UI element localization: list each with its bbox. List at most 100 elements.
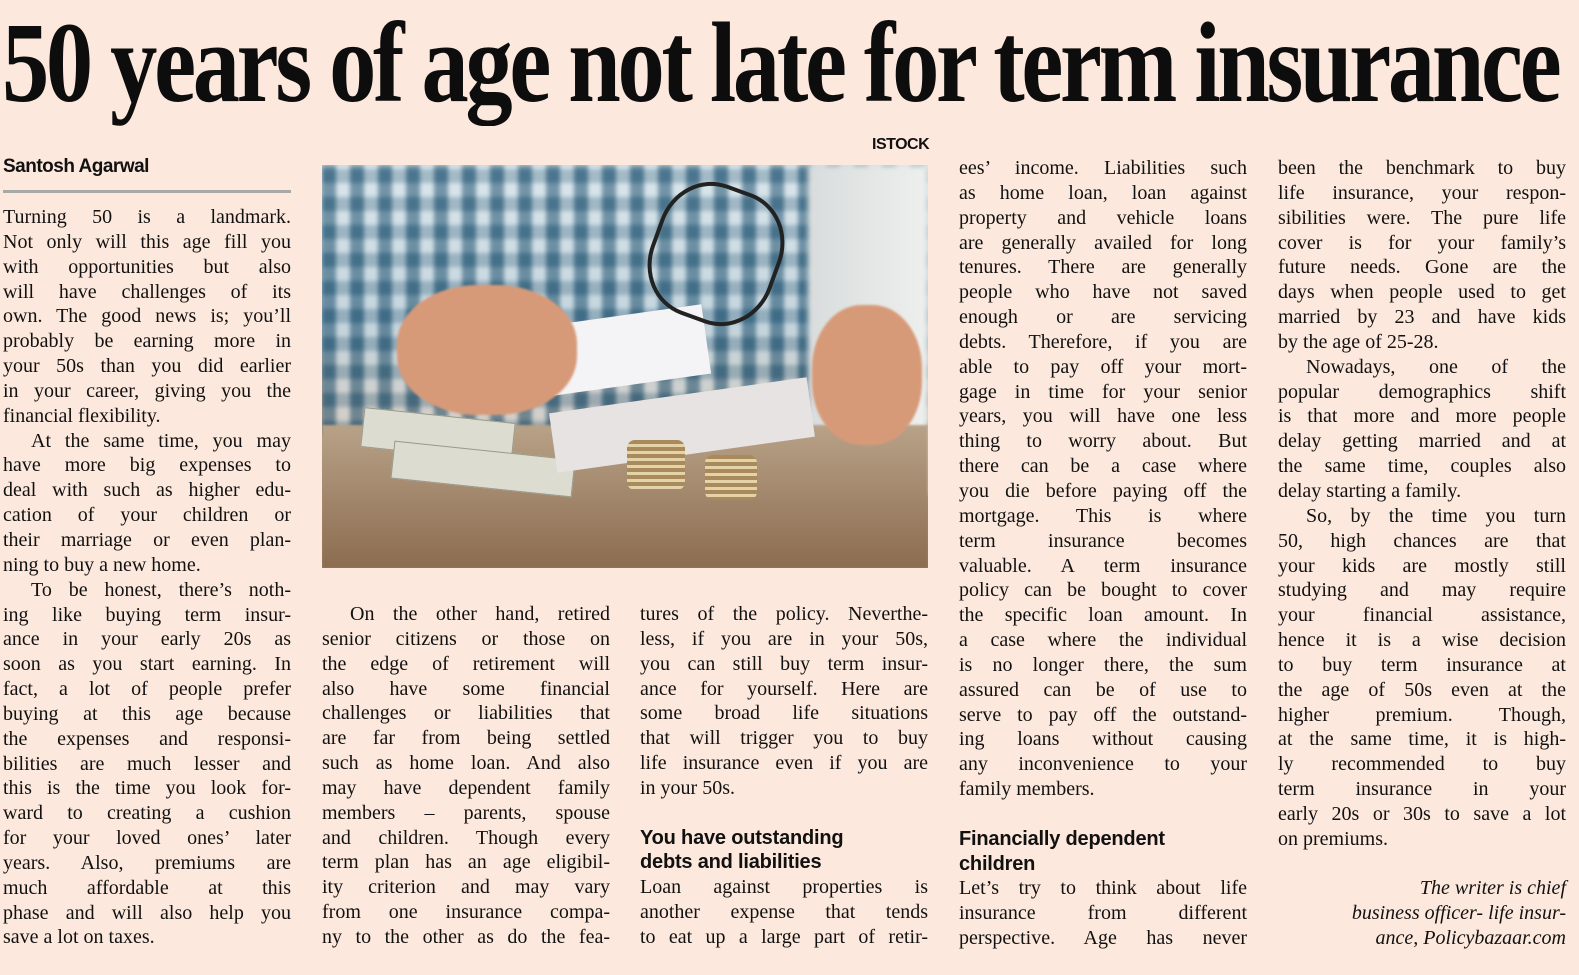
paragraph-line: the same time, couples also <box>1278 455 1566 478</box>
paragraph-line: ance for yourself. Here are <box>640 677 928 700</box>
paragraph-line: on premiums. <box>1278 827 1388 850</box>
paragraph-line: delay getting married and at <box>1278 430 1566 453</box>
paragraph-line: your 50s than you did earlier <box>3 355 291 378</box>
paragraph-line: cation of your children or <box>3 504 291 527</box>
spacer <box>959 802 1247 827</box>
paragraph-line: Let’s try to think about life <box>959 877 1247 900</box>
paragraph-line: debts. Therefore, if you are <box>959 330 1247 353</box>
paragraph-line: life insurance, your respon- <box>1278 181 1566 204</box>
paragraph-line: serve to pay off the outstand- <box>959 703 1247 726</box>
paragraph-line: less, if you are in your 50s, <box>640 627 928 650</box>
article-column-1: Turning 50 is a landmark. Not only will t… <box>3 205 291 950</box>
paragraph-line: days when people used to get <box>1278 281 1566 304</box>
paragraph-line: deal with such as higher edu- <box>3 479 291 502</box>
paragraph-line: life insurance even if you are <box>640 752 928 775</box>
paragraph-line: married by 23 and have kids <box>1278 306 1566 329</box>
paragraph-line: thing to worry about. But <box>959 430 1247 453</box>
paragraph-line: you can still buy term insur- <box>640 652 928 675</box>
paragraph-line: higher premium. Though, <box>1278 703 1566 726</box>
paragraph-line: Nowadays, one of the <box>1306 355 1566 378</box>
paragraph-line: their marriage or even plan- <box>3 528 291 551</box>
paragraph-line: ing like buying term insur- <box>3 603 291 626</box>
paragraph-line: studying and may require <box>1278 579 1566 602</box>
paragraph-line: insurance from different <box>959 902 1247 925</box>
paragraph-line: for your loved ones’ later <box>3 827 291 850</box>
paragraph-line: term plan has an age eligibil- <box>322 851 610 874</box>
paragraph-line: On the other hand, retired <box>350 603 610 625</box>
paragraph-line: policy can be bought to cover <box>959 579 1247 602</box>
byline: Santosh Agarwal <box>3 156 149 177</box>
paragraph-line: ly recommended to buy <box>1278 753 1566 776</box>
paragraph-line: financial flexibility. <box>3 404 161 427</box>
paragraph-line: tures of the policy. Neverthe- <box>640 603 928 625</box>
photo-left-hand <box>397 285 577 415</box>
paragraph-line: ward to creating a cushion <box>3 802 291 825</box>
paragraph-line: valuable. A term insurance <box>959 554 1247 577</box>
paragraph-line: there can be a case where <box>959 455 1247 478</box>
photo-coins <box>627 440 685 490</box>
paragraph-line: ning to buy a new home. <box>3 553 201 576</box>
paragraph-line: been the benchmark to buy <box>1278 157 1566 179</box>
paragraph-line: ny to the other as do the fea- <box>322 925 610 948</box>
paragraph-line: gage in time for your senior <box>959 380 1247 403</box>
paragraph-line: in your career, giving you the <box>3 379 291 402</box>
paragraph-line: save a lot on taxes. <box>3 926 155 949</box>
paragraph-line: much affordable at this <box>3 876 291 899</box>
paragraph-line: the edge of retirement will <box>322 652 610 675</box>
paragraph-line: challenges or liabilities that <box>322 702 610 725</box>
author-note: ance, Policybazaar.com <box>1375 927 1566 950</box>
paragraph-line: and children. Though every <box>322 826 610 849</box>
paragraph-line: buying at this age because <box>3 702 291 725</box>
article-column-4: ees’ income. Liabilities such as home loa… <box>959 156 1247 951</box>
paragraph-line: delay starting a family. <box>1278 479 1462 502</box>
paragraph-line: future needs. Gone are the <box>1278 256 1566 279</box>
paragraph-line: Loan against properties is <box>640 876 928 899</box>
paragraph-line: with opportunities but also <box>3 255 291 278</box>
paragraph-line: probably be earning more in <box>3 330 291 353</box>
paragraph-line: fact, a lot of people prefer <box>3 678 291 701</box>
paragraph-line: enough or are servicing <box>959 306 1247 329</box>
paragraph-line: to buy term insurance at <box>1278 653 1566 676</box>
paragraph-line: your financial assistance, <box>1278 604 1566 627</box>
paragraph-line: your kids are mostly still <box>1278 554 1566 577</box>
paragraph-line: the expenses and responsi- <box>3 727 291 750</box>
paragraph-line: ity criterion and may vary <box>322 876 610 899</box>
paragraph-line: as home loan, loan against <box>959 181 1247 204</box>
paragraph-line: years. Also, premiums are <box>3 851 291 874</box>
section-heading: children <box>959 852 1036 875</box>
paragraph-line: tenures. There are generally <box>959 256 1247 279</box>
paragraph-line: is no longer there, the sum <box>959 653 1247 676</box>
paragraph-line: bilities are much lesser and <box>3 752 291 775</box>
paragraph-line: years, you will have one less <box>959 405 1247 428</box>
paragraph-line: by the age of 25-28. <box>1278 330 1439 353</box>
paragraph-line: perspective. Age has never <box>959 927 1247 950</box>
paragraph-line: property and vehicle loans <box>959 206 1247 229</box>
paragraph-line: popular demographics shift <box>1278 380 1566 403</box>
paragraph-line: phase and will also help you <box>3 901 291 924</box>
article-column-5: been the benchmark to buy life insurance,… <box>1278 156 1566 951</box>
paragraph-line: soon as you start earning. In <box>3 653 291 676</box>
paragraph-line: sibilities were. The pure life <box>1278 206 1566 229</box>
paragraph-line: So, by the time you turn <box>1306 504 1566 527</box>
paragraph-line: from one insurance compa- <box>322 901 610 924</box>
paragraph-line: To be honest, there’s noth- <box>31 578 291 601</box>
paragraph-line: that will trigger you to buy <box>640 727 928 750</box>
paragraph-line: assured can be of use to <box>959 678 1247 701</box>
paragraph-line: to eat up a large part of retir- <box>640 925 928 948</box>
paragraph-line: is that more and more people <box>1278 405 1566 428</box>
paragraph-line: own. The good news is; you’ll <box>3 305 291 328</box>
paragraph-line: the specific loan amount. In <box>959 604 1247 627</box>
paragraph-line: the age of 50s even at the <box>1278 678 1566 701</box>
paragraph-line: ees’ income. Liabilities such <box>959 157 1247 179</box>
paragraph-line: term insurance in your <box>1278 778 1566 801</box>
article-photo <box>322 165 928 568</box>
paragraph-line: will have challenges of its <box>3 280 291 303</box>
photo-credit: ISTOCK <box>872 136 930 153</box>
author-note: business officer- life insur- <box>1351 902 1566 925</box>
paragraph-line: are generally availed for long <box>959 231 1247 254</box>
paragraph-line: Not only will this age fill you <box>3 230 291 253</box>
paragraph-line: another expense that tends <box>640 901 928 924</box>
paragraph-line: a case where the individual <box>959 629 1247 652</box>
section-heading: You have outstanding <box>640 826 844 849</box>
paragraph-line: Turning 50 is a landmark. <box>3 206 291 228</box>
